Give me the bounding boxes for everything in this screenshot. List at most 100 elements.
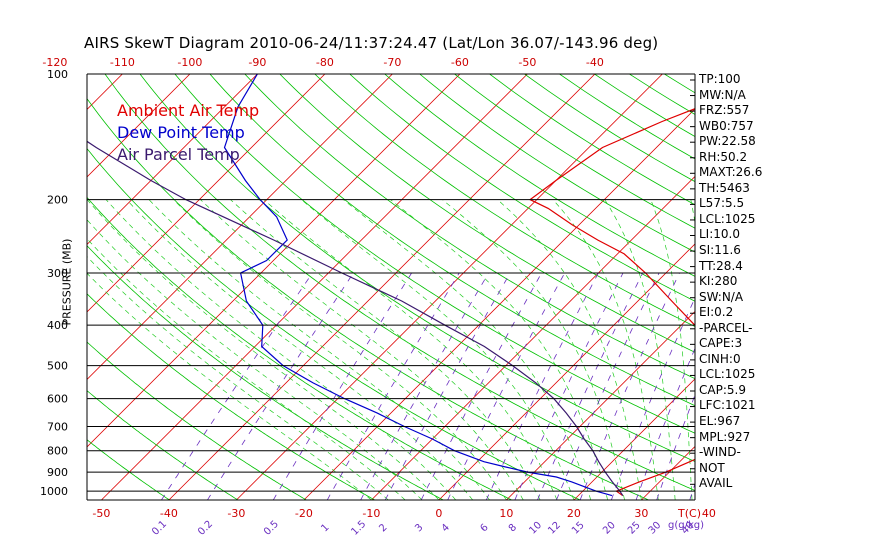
stat-item: MW:N/A bbox=[699, 87, 746, 102]
stat-item: CAPE:3 bbox=[699, 336, 743, 351]
dry-adiabat-line bbox=[349, 74, 695, 302]
mixing-ratio-label: 2 bbox=[377, 522, 389, 534]
y-tick-label: 700 bbox=[47, 421, 68, 434]
isotherm-line bbox=[371, 175, 695, 500]
y-tick-label: 300 bbox=[47, 267, 68, 280]
dry-adiabat-line bbox=[104, 74, 695, 491]
moist-adiabat-line bbox=[390, 199, 609, 500]
stat-item: SI:11.6 bbox=[699, 243, 741, 258]
dry-adiabat-line bbox=[279, 74, 695, 353]
top-tick-label: -80 bbox=[316, 56, 334, 69]
dry-adiabat-line bbox=[384, 74, 695, 277]
moist-adiabat-line bbox=[230, 199, 541, 500]
mixing-ratio-label: 1 bbox=[319, 522, 331, 534]
moist-adiabat-line bbox=[604, 199, 676, 500]
isotherm-line bbox=[87, 74, 461, 448]
stat-item: FRZ:557 bbox=[699, 103, 750, 118]
top-tick-label: -90 bbox=[248, 56, 266, 69]
bottom-tick-label: -30 bbox=[227, 507, 245, 520]
moist-adiabat-line bbox=[263, 199, 558, 500]
moist-adiabat-line bbox=[650, 199, 693, 500]
dry-adiabat-line bbox=[524, 74, 695, 183]
isotherm-line bbox=[168, 74, 596, 500]
bottom-tick-label: -10 bbox=[362, 507, 380, 520]
legend-dew-point-temp: Dew Point Temp bbox=[117, 123, 245, 142]
mixing-ratio-label: 8 bbox=[507, 522, 519, 534]
dry-adiabat-line bbox=[804, 74, 870, 500]
stat-item: EL:967 bbox=[699, 414, 741, 429]
moist-adiabat-line bbox=[126, 199, 473, 500]
mixing-ratio-line bbox=[161, 272, 313, 500]
moist-adiabat-line bbox=[87, 219, 423, 500]
mixing-ratio-label: 10 bbox=[527, 520, 544, 537]
bottom-tick-label: -50 bbox=[92, 507, 110, 520]
bottom-axis-unit: T(C) bbox=[677, 507, 701, 520]
stat-item: AVAIL bbox=[699, 476, 733, 491]
top-tick-label: -40 bbox=[586, 56, 604, 69]
top-tick-label: -110 bbox=[110, 56, 135, 69]
stat-item: PW:22.58 bbox=[699, 134, 756, 149]
moist-adiabat-line bbox=[87, 272, 372, 500]
isotherm-line bbox=[101, 74, 528, 500]
stat-item: CINH:0 bbox=[699, 351, 741, 366]
moist-adiabat-line bbox=[105, 199, 457, 500]
y-tick-label: 600 bbox=[47, 393, 68, 406]
isotherm-line bbox=[438, 243, 695, 500]
y-tick-label: 1000 bbox=[40, 485, 68, 498]
mixing-ratio-line bbox=[579, 272, 680, 500]
bottom-tick-label: -20 bbox=[295, 507, 313, 520]
moist-adiabat-line bbox=[552, 199, 659, 500]
y-tick-label: 800 bbox=[47, 445, 68, 458]
stat-item: MPL:927 bbox=[699, 429, 751, 444]
moist-adiabat-line bbox=[148, 199, 490, 500]
dry-adiabat-line bbox=[87, 196, 512, 500]
dry-adiabat-line bbox=[87, 293, 375, 500]
isotherm-line bbox=[776, 74, 870, 500]
dew-point-temp-line bbox=[223, 74, 613, 497]
dry-adiabat-line bbox=[139, 74, 695, 462]
mixing-ratio-label: 4 bbox=[440, 522, 452, 534]
legend-air-parcel-temp: Air Parcel Temp bbox=[117, 145, 240, 164]
stat-item: L57:5.5 bbox=[699, 196, 745, 211]
stat-item: LFC:1021 bbox=[699, 398, 756, 413]
stat-item: LI:10.0 bbox=[699, 227, 740, 242]
isotherm-line bbox=[87, 74, 393, 380]
mixing-ratio-label: 12 bbox=[546, 520, 563, 537]
mixing-ratio-label: 0.5 bbox=[262, 519, 281, 538]
stats-panel: TP:100 MW:N/A FRZ:557 WB0:757 PW:22.58 RH:50.… bbox=[699, 72, 762, 492]
mixing-ratio-label: 25 bbox=[626, 520, 643, 537]
mixing-ratio-line bbox=[360, 272, 489, 500]
isotherm-line bbox=[87, 74, 326, 313]
y-tick-label: 400 bbox=[47, 319, 68, 332]
y-tick-label: 900 bbox=[47, 466, 68, 479]
dry-adiabat-line bbox=[87, 439, 170, 500]
moist-adiabat-line bbox=[301, 199, 575, 500]
bottom-tick-label: 20 bbox=[567, 507, 581, 520]
dry-adiabat-line bbox=[769, 74, 870, 500]
mixing-ratio-label: 20 bbox=[601, 520, 618, 537]
mixing-ratio-line bbox=[272, 272, 412, 500]
mixing-ratio-line bbox=[326, 272, 460, 500]
mixing-ratio-label: 3 bbox=[413, 522, 425, 534]
moist-adiabat-line bbox=[87, 238, 406, 500]
moist-adiabat-line bbox=[343, 199, 592, 500]
mixing-ratio-line bbox=[537, 272, 644, 500]
moist-adiabat-line bbox=[87, 256, 389, 500]
top-tick-label: -120 bbox=[42, 56, 67, 69]
y-tick-label: 100 bbox=[47, 68, 68, 81]
stat-item: KI:280 bbox=[699, 274, 738, 289]
dry-adiabat-line bbox=[314, 74, 695, 327]
isotherm-line bbox=[87, 74, 258, 245]
stat-item: RH:50.2 bbox=[699, 149, 748, 164]
y-axis-label: PRESSURE (MB) bbox=[60, 238, 74, 326]
isotherm-line bbox=[87, 74, 191, 178]
stat-item: TT:28.4 bbox=[699, 258, 743, 273]
moist-adiabat-line bbox=[200, 199, 524, 500]
y-tick-label: 200 bbox=[47, 194, 68, 207]
mixing-ratio-label: 30 bbox=[647, 520, 664, 537]
stat-item: -WIND- bbox=[699, 445, 741, 460]
chart-title: AIRS SkewT Diagram 2010-06-24/11:37:24.4… bbox=[84, 34, 659, 52]
isotherm-line bbox=[303, 108, 695, 500]
bottom-tick-label: -40 bbox=[160, 507, 178, 520]
